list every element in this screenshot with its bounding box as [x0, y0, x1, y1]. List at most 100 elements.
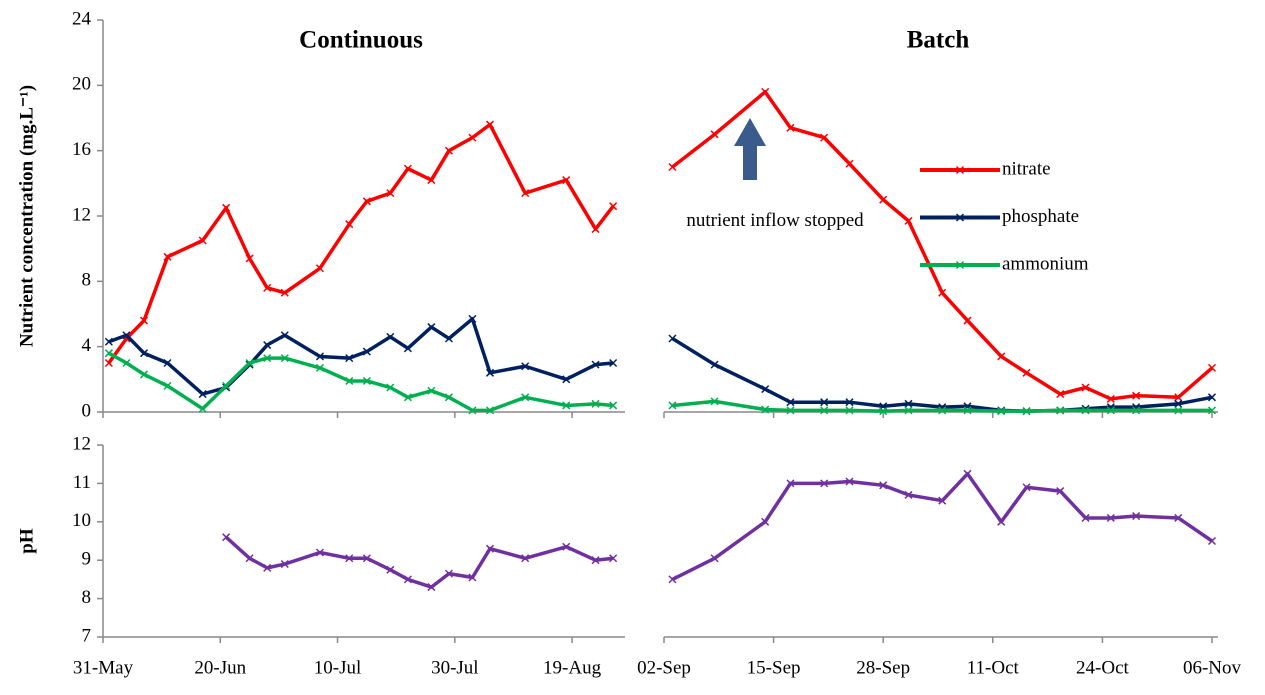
- y-tick-label: 12: [72, 433, 91, 454]
- x-tick-label: 19-Aug: [543, 657, 602, 678]
- point: [427, 323, 436, 332]
- point: [1207, 406, 1217, 415]
- point: [245, 358, 254, 368]
- point: [386, 565, 395, 574]
- point: [761, 87, 770, 96]
- series-line: [671, 472, 1213, 581]
- point: [403, 575, 412, 584]
- y-tick-label: 20: [72, 74, 91, 95]
- point: [963, 406, 972, 415]
- point: [1174, 406, 1183, 415]
- point: [963, 316, 972, 325]
- point: [468, 314, 477, 323]
- point: [280, 560, 289, 569]
- point: [345, 220, 354, 229]
- y-tick-label: 8: [82, 587, 92, 608]
- point: [280, 288, 289, 297]
- point: [786, 123, 795, 132]
- point: [485, 368, 495, 377]
- point: [222, 533, 231, 542]
- y-tick-label: 11: [73, 472, 91, 493]
- x-tick-label: 06-Nov: [1183, 657, 1242, 678]
- point: [668, 334, 677, 343]
- y-tick-label: 8: [82, 270, 92, 291]
- point: [668, 575, 677, 584]
- point: [122, 358, 131, 368]
- x-tick-label: 10-Jul: [314, 657, 362, 678]
- point: [1174, 513, 1183, 522]
- point: [938, 406, 947, 415]
- y-tick-label: 24: [72, 8, 92, 29]
- point: [761, 385, 770, 394]
- point: [786, 406, 795, 415]
- point: [521, 393, 530, 402]
- point: [820, 133, 829, 142]
- point: [1081, 513, 1090, 522]
- point: [444, 569, 453, 578]
- point: [879, 195, 888, 204]
- point: [263, 354, 272, 363]
- point: [904, 399, 913, 408]
- point: [820, 406, 829, 415]
- point: [468, 573, 477, 582]
- series-line: [107, 122, 615, 365]
- point: [345, 554, 354, 563]
- point: [315, 363, 324, 372]
- point: [362, 347, 371, 356]
- series-line: [671, 90, 1214, 401]
- point: [140, 349, 149, 358]
- point: [1207, 363, 1217, 372]
- point: [386, 189, 395, 198]
- point: [1132, 512, 1141, 521]
- point: [444, 146, 453, 155]
- series-line: [224, 535, 614, 589]
- point: [468, 133, 477, 142]
- point: [362, 554, 371, 563]
- y-axis-label: Nutrient concentration (mg.L⁻¹): [16, 85, 37, 347]
- point: [786, 398, 795, 407]
- legend-marker: [955, 260, 965, 270]
- legend-label: phosphate: [1002, 206, 1079, 227]
- y-tick-label: 10: [72, 510, 91, 531]
- point: [786, 479, 795, 488]
- point: [609, 202, 618, 211]
- point: [591, 225, 600, 234]
- x-tick-label: 28-Sep: [856, 657, 910, 678]
- y-tick-label: 0: [82, 400, 92, 421]
- point: [1022, 407, 1031, 416]
- legend-label: nitrate: [1002, 158, 1051, 179]
- point: [609, 358, 618, 368]
- point: [1056, 487, 1065, 496]
- y-tick-label: 9: [82, 549, 92, 570]
- point: [609, 554, 618, 563]
- point: [820, 479, 829, 488]
- point: [710, 397, 719, 406]
- point: [198, 390, 207, 399]
- point: [1132, 391, 1141, 400]
- point: [845, 159, 854, 168]
- point: [1174, 393, 1183, 402]
- point: [845, 477, 854, 486]
- point: [521, 362, 530, 371]
- point: [710, 130, 719, 139]
- point: [521, 554, 530, 563]
- point: [485, 544, 495, 553]
- point: [710, 360, 719, 369]
- arrow: [734, 118, 766, 180]
- point: [280, 354, 289, 363]
- point: [263, 283, 272, 292]
- point: [562, 401, 571, 410]
- point: [427, 386, 436, 395]
- point: [222, 381, 231, 390]
- point: [245, 254, 254, 263]
- x-tick-label: 31-May: [73, 657, 134, 678]
- series-line: [108, 317, 614, 396]
- point: [562, 375, 571, 384]
- point: [468, 406, 477, 415]
- point: [1022, 368, 1031, 377]
- point: [315, 264, 324, 273]
- point: [245, 554, 254, 563]
- point: [761, 517, 770, 526]
- point: [997, 352, 1006, 361]
